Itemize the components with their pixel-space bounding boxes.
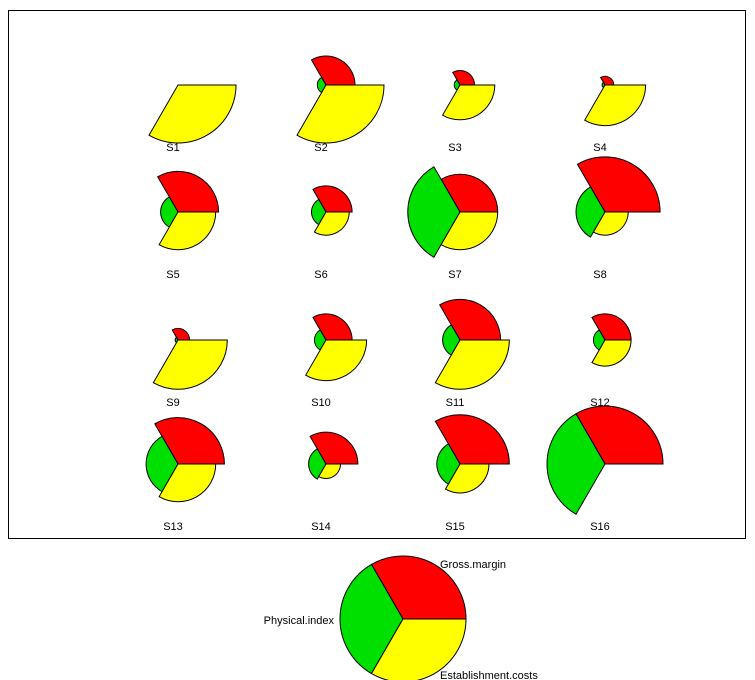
star-s13-label: S13 [163, 521, 183, 533]
star-s11-establishment-costs-segment [434, 339, 510, 390]
key-star-gross-margin-segment [370, 555, 467, 620]
star-s11-gross-margin-segment [439, 298, 502, 341]
star-s8-gross-margin-segment [576, 156, 661, 213]
star-s8-physical-index-segment [575, 186, 606, 238]
star-s3-label: S3 [448, 142, 461, 154]
star-s6-label: S6 [314, 269, 327, 281]
star-s11-label: S11 [446, 397, 465, 409]
star-s10-establishment-costs-segment [305, 339, 368, 382]
star-s1-label: S1 [166, 142, 179, 154]
key-star-establishment-costs-segment [370, 618, 467, 680]
star-s9-label: S9 [166, 397, 179, 409]
key-label-establishment-costs: Establishment.costs [440, 670, 538, 680]
star-s12-establishment-costs-segment [591, 339, 632, 367]
star-s7-label: S7 [448, 269, 461, 281]
star-s7-physical-index-segment [407, 166, 461, 258]
plot-frame [8, 10, 746, 539]
star-s2-establishment-costs-segment [296, 84, 385, 144]
star-s15-gross-margin-segment [434, 414, 510, 465]
star-s13-establishment-costs-segment [158, 463, 217, 503]
star-s16-label: S16 [590, 521, 610, 533]
star-s5-physical-index-segment [160, 196, 179, 228]
star-s14-gross-margin-segment [309, 431, 359, 465]
star-s7-establishment-costs-segment [440, 211, 499, 251]
star-s4-label: S4 [593, 142, 606, 154]
star-s10-label: S10 [311, 397, 331, 409]
star-s15-physical-index-segment [436, 443, 461, 485]
star-s15-label: S15 [445, 521, 465, 533]
star-s16-physical-index-segment [546, 413, 606, 515]
star-s9-establishment-costs-segment [152, 339, 228, 390]
key-label-physical-index: Physical.index [264, 615, 335, 627]
star-s9-gross-margin-segment [171, 327, 191, 341]
key-star [339, 555, 467, 680]
star-s1-establishment-costs-segment [148, 84, 237, 144]
star-s14-establishment-costs-segment [318, 463, 342, 479]
star-s5-establishment-costs-segment [158, 211, 217, 251]
star-s6-establishment-costs-segment [313, 211, 350, 236]
star-s3-establishment-costs-segment [441, 84, 496, 121]
star-s2-label: S2 [314, 142, 327, 154]
key-label-gross-margin: Gross.margin [440, 559, 506, 571]
star-s13-gross-margin-segment [154, 417, 225, 465]
star-s4-establishment-costs-segment [584, 84, 647, 127]
star-s14-physical-index-segment [308, 448, 327, 480]
star-s13-physical-index-segment [145, 435, 179, 493]
star-s16-gross-margin-segment [575, 405, 664, 465]
star-s14-label: S14 [311, 521, 331, 533]
star-s5-label: S5 [166, 269, 179, 281]
star-s15-establishment-costs-segment [444, 463, 490, 494]
star-s7-gross-margin-segment [440, 173, 499, 213]
star-s8-label: S8 [593, 269, 606, 281]
star-s11-physical-index-segment [442, 324, 461, 356]
segment-key: Gross.margin Physical.index Establishmen… [264, 555, 538, 680]
star-s8-establishment-costs-segment [592, 211, 629, 236]
star-s5-gross-margin-segment [157, 170, 220, 213]
